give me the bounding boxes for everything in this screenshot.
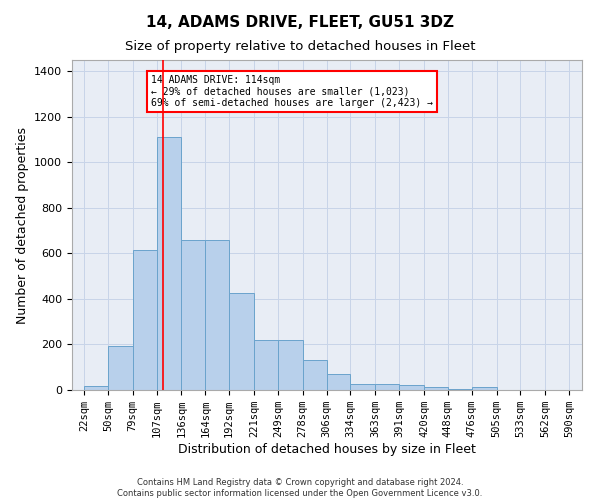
Bar	[133, 250, 157, 390]
Bar	[205, 240, 229, 390]
Text: 14, ADAMS DRIVE, FLEET, GU51 3DZ: 14, ADAMS DRIVE, FLEET, GU51 3DZ	[146, 15, 454, 30]
Text: 14 ADAMS DRIVE: 114sqm
← 29% of detached houses are smaller (1,023)
69% of semi-: 14 ADAMS DRIVE: 114sqm ← 29% of detached…	[151, 75, 433, 108]
Text: Contains HM Land Registry data © Crown copyright and database right 2024.
Contai: Contains HM Land Registry data © Crown c…	[118, 478, 482, 498]
Bar	[399, 386, 424, 390]
Bar	[375, 384, 399, 390]
Text: Size of property relative to detached houses in Fleet: Size of property relative to detached ho…	[125, 40, 475, 53]
Bar	[254, 340, 278, 390]
X-axis label: Distribution of detached houses by size in Fleet: Distribution of detached houses by size …	[178, 443, 476, 456]
Bar	[472, 388, 497, 390]
Bar	[448, 389, 472, 390]
Bar	[157, 138, 181, 390]
Bar	[302, 360, 326, 390]
Bar	[326, 374, 350, 390]
Bar	[84, 386, 108, 390]
Bar	[108, 346, 133, 390]
Bar	[229, 294, 254, 390]
Y-axis label: Number of detached properties: Number of detached properties	[16, 126, 29, 324]
Bar	[181, 240, 205, 390]
Bar	[278, 340, 302, 390]
Bar	[350, 384, 375, 390]
Bar	[424, 388, 448, 390]
